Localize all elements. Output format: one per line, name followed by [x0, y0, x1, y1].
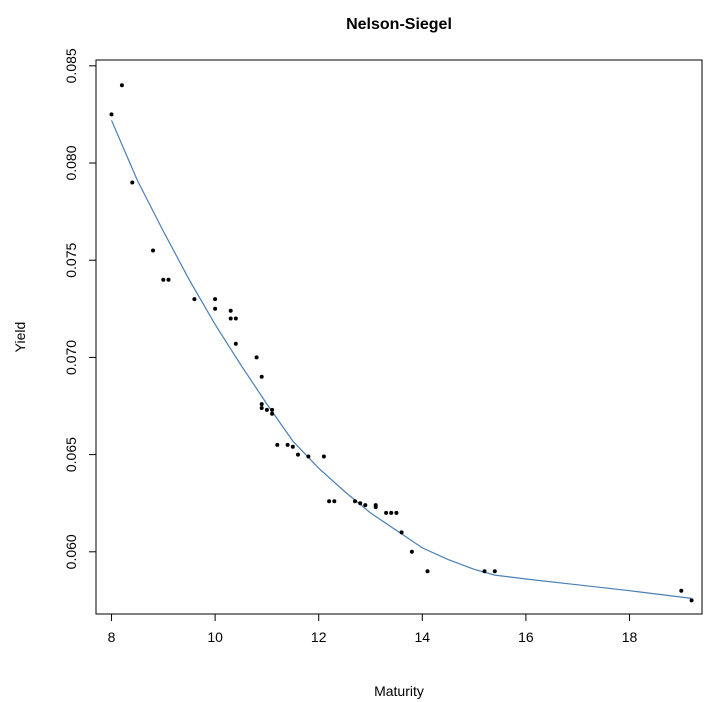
- data-point: [275, 442, 280, 447]
- data-point: [394, 510, 399, 515]
- plot-frame: [95, 59, 703, 615]
- data-point: [306, 454, 311, 459]
- data-point: [166, 277, 171, 282]
- data-point: [482, 569, 487, 574]
- x-axis: 8 10 12 14 16 18: [108, 613, 638, 645]
- data-point: [192, 297, 197, 302]
- data-point: [259, 402, 264, 407]
- data-point: [213, 306, 218, 311]
- data-point: [285, 442, 290, 447]
- data-point: [492, 569, 497, 574]
- data-point: [233, 316, 238, 321]
- data-point: [228, 316, 233, 321]
- data-point: [259, 374, 264, 379]
- data-point: [321, 454, 326, 459]
- x-tick-label: 16: [518, 629, 534, 645]
- fitted-curve: [110, 120, 692, 599]
- data-point: [353, 499, 357, 504]
- data-point: [254, 355, 259, 360]
- y-tick-label: 0.060: [63, 534, 79, 569]
- data-point: [373, 505, 378, 510]
- data-point: [233, 341, 238, 346]
- y-tick-label: 0.075: [63, 242, 79, 277]
- x-tick-label: 12: [311, 629, 327, 645]
- data-point: [264, 407, 269, 412]
- data-point: [409, 549, 414, 554]
- data-point: [332, 499, 337, 504]
- data-point: [259, 406, 264, 410]
- data-point: [290, 444, 295, 449]
- chart-title: Nelson-Siegel: [346, 16, 452, 33]
- data-point: [130, 180, 135, 185]
- data-point: [425, 569, 430, 574]
- x-tick-label: 8: [108, 629, 116, 645]
- data-point: [119, 83, 124, 88]
- data-point: [384, 510, 389, 515]
- data-point: [679, 588, 684, 593]
- data-point: [358, 501, 363, 506]
- data-point: [270, 411, 275, 416]
- y-tick-label: 0.070: [63, 340, 79, 375]
- data-point: [161, 277, 166, 282]
- data-point: [327, 499, 332, 504]
- data-point: [296, 452, 300, 457]
- data-point: [270, 407, 275, 412]
- x-tick-label: 14: [415, 629, 431, 645]
- data-point: [363, 503, 368, 508]
- data-point: [213, 297, 218, 302]
- y-tick-label: 0.065: [63, 437, 79, 472]
- data-point: [109, 112, 114, 117]
- data-point: [689, 598, 694, 603]
- y-tick-label: 0.080: [63, 145, 79, 180]
- y-tick-label: 0.085: [63, 48, 79, 83]
- y-axis-label: Yield: [12, 322, 28, 353]
- x-tick-label: 10: [207, 629, 223, 645]
- data-point: [151, 248, 155, 253]
- data-point: [399, 530, 404, 535]
- data-point: [389, 510, 394, 515]
- x-tick-label: 18: [622, 629, 638, 645]
- data-point: [228, 308, 233, 313]
- x-axis-label: Maturity: [374, 683, 424, 699]
- data-points: [109, 83, 694, 603]
- y-axis: 0.060 0.065 0.070 0.075 0.080 0.085: [63, 48, 97, 569]
